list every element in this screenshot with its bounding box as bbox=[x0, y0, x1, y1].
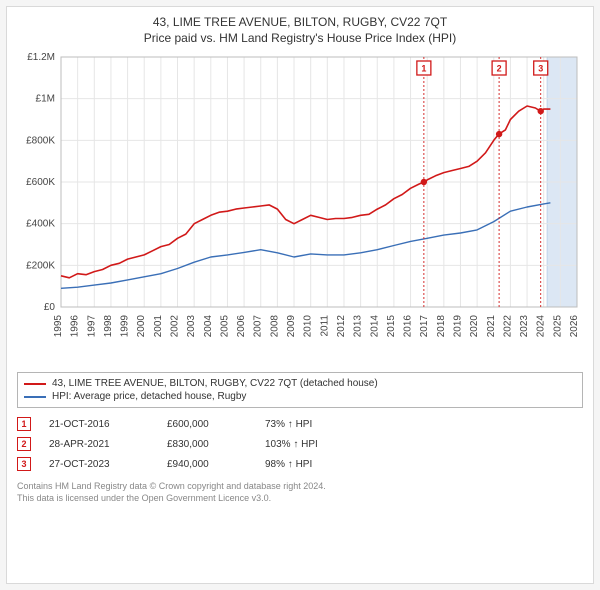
legend-item: HPI: Average price, detached house, Rugb… bbox=[24, 390, 576, 403]
plot-area: £0 £200K £400K £600K £800K £1M £1.2M 1995 1996 19… bbox=[7, 49, 593, 366]
sale-pct: 98% ↑ HPI bbox=[265, 459, 355, 470]
svg-text:2023: 2023 bbox=[519, 315, 530, 338]
svg-text:2002: 2002 bbox=[170, 315, 181, 338]
sale-date: 28-APR-2021 bbox=[49, 439, 149, 450]
svg-text:£200K: £200K bbox=[26, 260, 55, 271]
svg-text:1997: 1997 bbox=[86, 315, 97, 338]
svg-text:£600K: £600K bbox=[26, 177, 55, 188]
sale-date: 27-OCT-2023 bbox=[49, 459, 149, 470]
svg-text:£1.2M: £1.2M bbox=[27, 52, 55, 63]
svg-text:2011: 2011 bbox=[319, 315, 330, 337]
sale-pct: 73% ↑ HPI bbox=[265, 419, 355, 430]
svg-text:2025: 2025 bbox=[552, 315, 563, 338]
legend: 43, LIME TREE AVENUE, BILTON, RUGBY, CV2… bbox=[17, 372, 583, 408]
svg-text:2004: 2004 bbox=[203, 315, 214, 338]
svg-text:2016: 2016 bbox=[403, 315, 414, 338]
sale-row: 2 28-APR-2021 £830,000 103% ↑ HPI bbox=[17, 434, 583, 454]
svg-text:2024: 2024 bbox=[536, 315, 547, 338]
svg-text:£800K: £800K bbox=[26, 135, 55, 146]
svg-text:2018: 2018 bbox=[436, 315, 447, 338]
svg-text:2001: 2001 bbox=[153, 315, 164, 338]
chart-title: 43, LIME TREE AVENUE, BILTON, RUGBY, CV2… bbox=[11, 15, 589, 29]
sales-table: 1 21-OCT-2016 £600,000 73% ↑ HPI 2 28-AP… bbox=[17, 414, 583, 474]
svg-text:2005: 2005 bbox=[219, 315, 230, 338]
svg-text:£400K: £400K bbox=[26, 219, 55, 230]
svg-text:2014: 2014 bbox=[369, 315, 380, 338]
svg-text:2022: 2022 bbox=[502, 315, 513, 338]
svg-text:2008: 2008 bbox=[269, 315, 280, 338]
sale-row: 3 27-OCT-2023 £940,000 98% ↑ HPI bbox=[17, 454, 583, 474]
sale-marker-icon: 2 bbox=[17, 437, 31, 451]
legend-label: 43, LIME TREE AVENUE, BILTON, RUGBY, CV2… bbox=[52, 378, 378, 389]
svg-text:2017: 2017 bbox=[419, 315, 430, 338]
svg-text:2013: 2013 bbox=[353, 315, 364, 338]
svg-text:2007: 2007 bbox=[253, 315, 264, 338]
svg-text:2006: 2006 bbox=[236, 315, 247, 338]
sale-price: £830,000 bbox=[167, 439, 247, 450]
chart-card: 43, LIME TREE AVENUE, BILTON, RUGBY, CV2… bbox=[6, 6, 594, 584]
chart-subtitle: Price paid vs. HM Land Registry's House … bbox=[11, 31, 589, 45]
svg-text:2020: 2020 bbox=[469, 315, 480, 338]
legend-item: 43, LIME TREE AVENUE, BILTON, RUGBY, CV2… bbox=[24, 377, 576, 390]
legend-swatch bbox=[24, 396, 46, 398]
line-chart-svg: £0 £200K £400K £600K £800K £1M £1.2M 1995 1996 19… bbox=[15, 51, 585, 361]
svg-text:2021: 2021 bbox=[486, 315, 497, 338]
sale-pct: 103% ↑ HPI bbox=[265, 439, 355, 450]
legend-label: HPI: Average price, detached house, Rugb… bbox=[52, 391, 246, 402]
svg-text:2015: 2015 bbox=[386, 315, 397, 338]
svg-text:3: 3 bbox=[538, 64, 543, 74]
sale-marker-icon: 3 bbox=[17, 457, 31, 471]
sale-marker-icon: 1 bbox=[17, 417, 31, 431]
svg-text:2000: 2000 bbox=[136, 315, 147, 338]
svg-text:£0: £0 bbox=[44, 302, 56, 313]
svg-text:2009: 2009 bbox=[286, 315, 297, 338]
svg-text:2: 2 bbox=[497, 64, 502, 74]
titles: 43, LIME TREE AVENUE, BILTON, RUGBY, CV2… bbox=[7, 7, 593, 49]
svg-text:1998: 1998 bbox=[103, 315, 114, 338]
sale-price: £940,000 bbox=[167, 459, 247, 470]
svg-text:2003: 2003 bbox=[186, 315, 197, 338]
svg-text:£1M: £1M bbox=[36, 94, 55, 105]
svg-text:1996: 1996 bbox=[70, 315, 81, 338]
sale-row: 1 21-OCT-2016 £600,000 73% ↑ HPI bbox=[17, 414, 583, 434]
svg-text:2012: 2012 bbox=[336, 315, 347, 338]
svg-text:1995: 1995 bbox=[53, 315, 64, 338]
svg-text:2019: 2019 bbox=[452, 315, 463, 338]
attribution-line: Contains HM Land Registry data © Crown c… bbox=[17, 480, 583, 492]
legend-swatch bbox=[24, 383, 46, 385]
svg-text:2026: 2026 bbox=[569, 315, 580, 338]
svg-text:1999: 1999 bbox=[120, 315, 131, 338]
sale-price: £600,000 bbox=[167, 419, 247, 430]
sale-date: 21-OCT-2016 bbox=[49, 419, 149, 430]
svg-text:1: 1 bbox=[421, 64, 426, 74]
attribution: Contains HM Land Registry data © Crown c… bbox=[17, 480, 583, 504]
attribution-line: This data is licensed under the Open Gov… bbox=[17, 492, 583, 504]
svg-text:2010: 2010 bbox=[303, 315, 314, 338]
